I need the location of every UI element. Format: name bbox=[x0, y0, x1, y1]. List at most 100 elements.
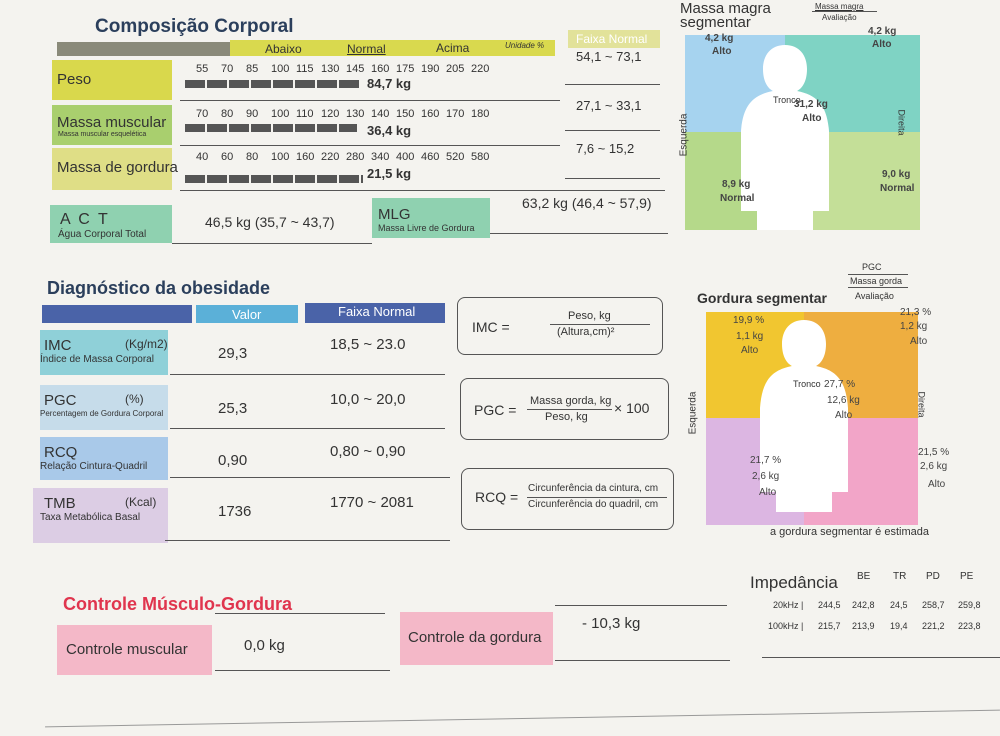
bar bbox=[185, 124, 357, 132]
header-bar bbox=[305, 303, 445, 323]
segment-pgc: 19,9 % bbox=[733, 315, 765, 326]
value: 1736 bbox=[218, 503, 252, 520]
value: 46,5 kg (35,7 ~ 43,7) bbox=[205, 214, 335, 230]
legend: Avaliação bbox=[855, 291, 894, 301]
label-box bbox=[57, 625, 212, 675]
scale-tick: 100 bbox=[271, 108, 290, 120]
header: Acima bbox=[436, 41, 470, 55]
label-box bbox=[400, 612, 553, 665]
header: Faixa Normal bbox=[338, 304, 416, 319]
row-label: TMB bbox=[44, 495, 76, 512]
column-header: PE bbox=[960, 571, 974, 582]
formula-numerator: Peso, kg bbox=[568, 310, 611, 322]
scale-tick: 205 bbox=[446, 63, 465, 75]
segment-rating: Normal bbox=[880, 183, 915, 194]
scale-tick: 170 bbox=[446, 108, 465, 120]
row-sublabel: Taxa Metabólica Basal bbox=[40, 512, 141, 523]
scale-tick: 70 bbox=[221, 63, 234, 75]
segment-value: 1,1 kg bbox=[736, 331, 764, 342]
segment-value: 2,6 kg bbox=[752, 471, 780, 482]
rule bbox=[170, 428, 445, 429]
scale-tick: 220 bbox=[321, 151, 340, 163]
segment-rating: Alto bbox=[835, 410, 853, 421]
value: 84,7 kg bbox=[367, 76, 412, 91]
scale-tick: 280 bbox=[346, 151, 365, 163]
value: - 10,3 kg bbox=[582, 615, 641, 632]
header-bar bbox=[196, 305, 298, 323]
cell: 221,2 bbox=[922, 621, 945, 631]
rule bbox=[848, 274, 908, 275]
scale-tick: 60 bbox=[221, 151, 234, 163]
formula-denominator: Peso, kg bbox=[545, 411, 588, 423]
side-label: Direita bbox=[896, 109, 907, 136]
formula-name: PGC = bbox=[474, 402, 517, 418]
segment-pgc: 21,3 % bbox=[900, 307, 932, 318]
side-label: Esquerda bbox=[687, 391, 699, 435]
range: 27,1 ~ 33,1 bbox=[576, 98, 642, 113]
rule bbox=[180, 145, 560, 146]
range: 7,6 ~ 15,2 bbox=[576, 141, 635, 156]
row-label: Massa de gordura bbox=[57, 159, 178, 176]
label-box bbox=[52, 148, 172, 190]
scale-tick: 180 bbox=[471, 108, 490, 120]
scale-tick: 340 bbox=[371, 151, 390, 163]
header: Unidade % bbox=[505, 41, 545, 50]
side-label: Direita bbox=[916, 391, 927, 418]
row-label: MLG bbox=[378, 206, 411, 223]
scale-tick: 70 bbox=[196, 108, 209, 120]
formula-denominator: Circunferência do quadril, cm bbox=[528, 499, 659, 510]
side-label: Esquerda bbox=[678, 113, 690, 157]
rule bbox=[172, 243, 372, 244]
column-header: PD bbox=[926, 571, 940, 582]
row-sublabel: Massa muscular esquelética bbox=[58, 131, 147, 138]
section-title: Controle Músculo-Gordura bbox=[63, 594, 292, 614]
segment-value: 1,2 kg bbox=[900, 321, 928, 332]
formula-numerator: Circunferência da cintura, cm bbox=[528, 483, 659, 494]
rule bbox=[170, 374, 445, 375]
segment-rating: Alto bbox=[872, 39, 892, 50]
row-label: A C T bbox=[60, 211, 110, 228]
row-label: PGC bbox=[44, 392, 77, 409]
scale-tick: 520 bbox=[446, 151, 465, 163]
rule bbox=[490, 233, 668, 234]
column-header: TR bbox=[893, 571, 907, 582]
rule bbox=[215, 613, 385, 614]
scale-tick: 145 bbox=[346, 63, 365, 75]
fraction-line bbox=[527, 409, 612, 410]
row-sublabel: Água Corporal Total bbox=[58, 229, 147, 240]
scale-tick: 55 bbox=[196, 63, 209, 75]
fat-segment-chart bbox=[706, 312, 918, 525]
cell: 244,5 bbox=[818, 600, 841, 610]
cell: 258,7 bbox=[922, 600, 945, 610]
label-box bbox=[40, 437, 168, 480]
range: 0,80 ~ 0,90 bbox=[330, 443, 406, 460]
label-box bbox=[33, 488, 168, 543]
segment-rating: Alto bbox=[802, 113, 822, 124]
rule bbox=[565, 84, 660, 85]
rule bbox=[555, 660, 730, 661]
header: Abaixo bbox=[265, 42, 302, 56]
rule bbox=[45, 709, 1000, 728]
cell: 19,4 bbox=[890, 621, 908, 631]
segment-pgc: 21,7 % bbox=[750, 455, 782, 466]
segment-rating: Alto bbox=[928, 479, 946, 490]
cell: 242,8 bbox=[852, 600, 875, 610]
cell: 100kHz | bbox=[768, 621, 804, 631]
row-sublabel: Relação Cintura-Quadril bbox=[40, 461, 148, 472]
rule bbox=[565, 130, 660, 131]
bar bbox=[185, 80, 360, 88]
header-bar bbox=[230, 40, 555, 56]
scale-tick: 140 bbox=[371, 108, 390, 120]
cell: 213,9 bbox=[852, 621, 875, 631]
segment-label: Tronco bbox=[793, 379, 821, 389]
segment-value: 9,0 kg bbox=[882, 169, 911, 180]
row-unit: (Kcal) bbox=[125, 495, 157, 509]
segment-label: Tronco bbox=[773, 95, 801, 105]
range: 10,0 ~ 20,0 bbox=[330, 391, 406, 408]
segment-rating: Normal bbox=[720, 193, 755, 204]
segment-value: 31,2 kg bbox=[794, 99, 828, 110]
fraction-line bbox=[550, 324, 650, 325]
range: 18,5 ~ 23.0 bbox=[330, 336, 406, 353]
scale-tick: 110 bbox=[296, 108, 314, 120]
